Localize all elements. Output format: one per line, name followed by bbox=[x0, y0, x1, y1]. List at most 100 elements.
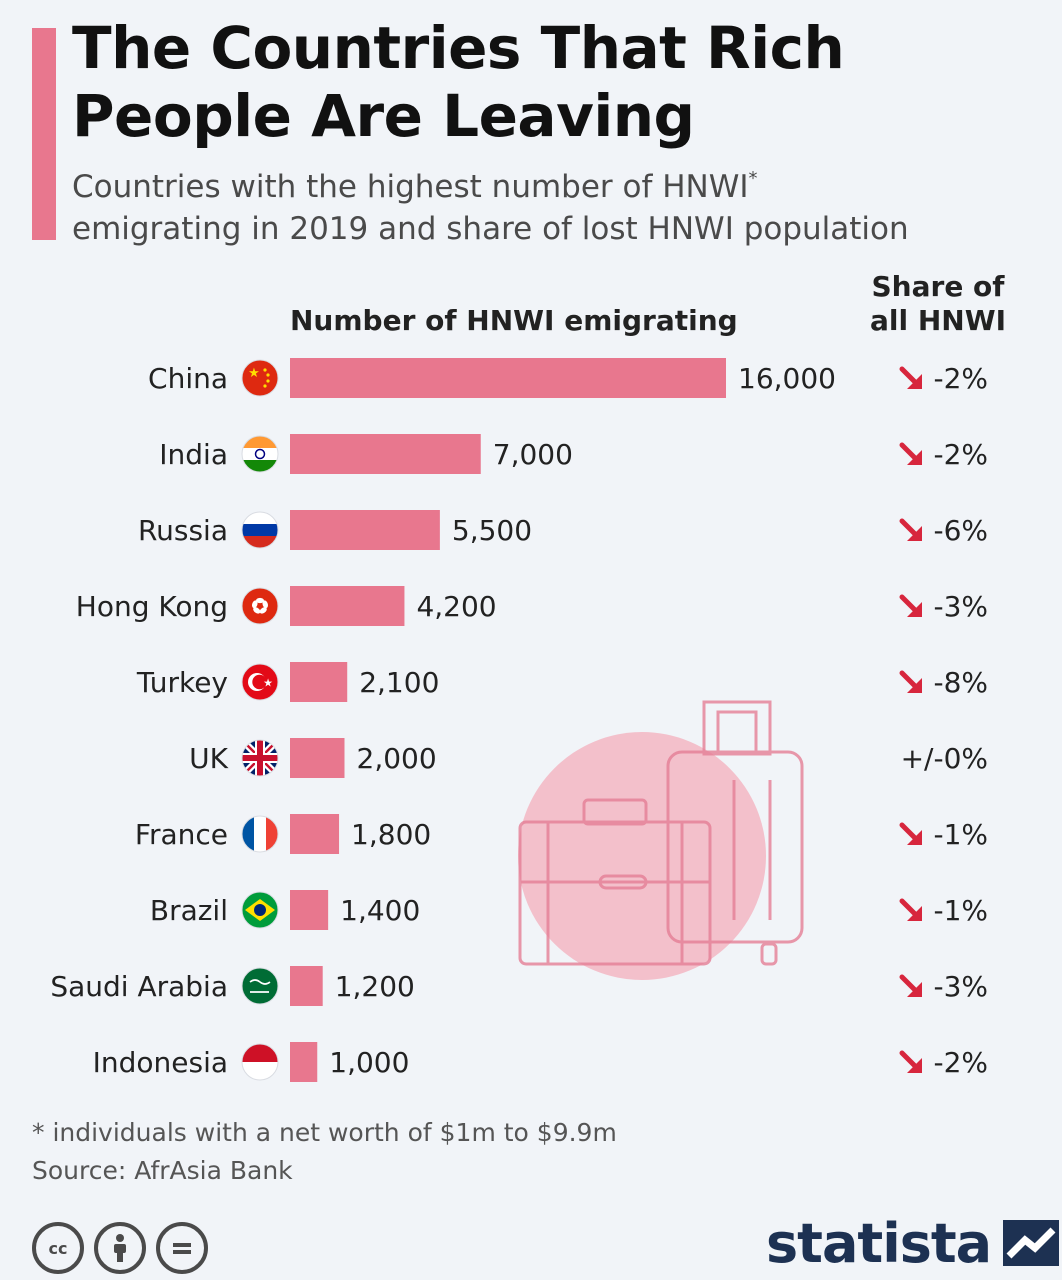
trend-down-arrowhead bbox=[907, 526, 922, 541]
category-label: Indonesia bbox=[93, 1046, 228, 1079]
category-label: Turkey bbox=[136, 666, 228, 699]
value-label: 1,800 bbox=[351, 818, 431, 851]
uk-flag-icon bbox=[241, 739, 279, 777]
bar bbox=[290, 434, 481, 474]
bar-row: Russia 5,500 -6% bbox=[138, 510, 988, 550]
category-label: China bbox=[148, 362, 228, 395]
trend-down-arrow-icon bbox=[899, 442, 919, 462]
china-flag-icon: ★ bbox=[241, 359, 279, 397]
share-label: -3% bbox=[933, 590, 988, 623]
subtitle-rest: emigrating in 2019 and share of lost HNW… bbox=[72, 211, 909, 247]
svg-text:★: ★ bbox=[263, 677, 273, 690]
value-label: 7,000 bbox=[493, 438, 573, 471]
creative-commons-icon[interactable]: cc bbox=[32, 1222, 84, 1274]
category-label: Russia bbox=[138, 514, 228, 547]
trend-down-arrow-icon bbox=[899, 822, 919, 842]
trend-down-arrowhead bbox=[907, 602, 922, 617]
share-label: -8% bbox=[933, 666, 988, 699]
share-label: -1% bbox=[933, 894, 988, 927]
category-label: Hong Kong bbox=[76, 590, 228, 623]
trend-down-arrow-icon bbox=[899, 670, 919, 690]
share-heading-line1: Share of bbox=[871, 270, 1005, 303]
share-label: -2% bbox=[933, 362, 988, 395]
value-label: 2,000 bbox=[357, 742, 437, 775]
bar-row: Turkey ★ 2,100 -8% bbox=[136, 662, 988, 702]
share-label: -2% bbox=[933, 1046, 988, 1079]
trend-down-arrow-icon bbox=[899, 594, 919, 614]
bar bbox=[290, 586, 405, 626]
bar-row: India 7,000 -2% bbox=[159, 434, 988, 474]
bar bbox=[290, 510, 440, 550]
bar bbox=[290, 966, 323, 1006]
trend-down-arrowhead bbox=[907, 1058, 922, 1073]
footnote: * individuals with a net worth of $1m to… bbox=[32, 1118, 617, 1147]
value-label: 5,500 bbox=[452, 514, 532, 547]
bar-row: Brazil 1,400 -1% bbox=[150, 890, 988, 930]
turkey-flag-icon: ★ bbox=[241, 663, 279, 701]
category-label: France bbox=[135, 818, 228, 851]
value-label: 1,000 bbox=[329, 1046, 409, 1079]
no-derivatives-icon[interactable] bbox=[156, 1222, 208, 1274]
value-label: 16,000 bbox=[738, 362, 836, 395]
trend-down-arrowhead bbox=[907, 830, 922, 845]
trend-down-arrowhead bbox=[907, 678, 922, 693]
statista-mark-icon bbox=[1003, 1220, 1060, 1266]
saudi-arabia-flag-icon bbox=[241, 967, 279, 1005]
bar bbox=[290, 738, 345, 778]
bars-column-heading: Number of HNWI emigrating bbox=[290, 304, 738, 337]
accent-bar bbox=[32, 28, 56, 240]
chart-title: The Countries That Rich People Are Leavi… bbox=[72, 14, 845, 150]
brand-name: statista bbox=[766, 1211, 992, 1275]
trend-down-arrow-icon bbox=[899, 974, 919, 994]
bar bbox=[290, 890, 329, 930]
trend-down-arrow-icon bbox=[899, 1050, 919, 1070]
france-flag-icon bbox=[241, 815, 279, 853]
value-label: 1,400 bbox=[340, 894, 420, 927]
statista-logo[interactable]: statista bbox=[766, 1211, 1060, 1275]
bar bbox=[290, 1042, 318, 1082]
trend-down-arrowhead bbox=[907, 982, 922, 997]
value-label: 2,100 bbox=[359, 666, 439, 699]
source-note: Source: AfrAsia Bank bbox=[32, 1156, 293, 1185]
category-label: Saudi Arabia bbox=[50, 970, 228, 1003]
share-label: -3% bbox=[933, 970, 988, 1003]
brazil-flag-icon bbox=[241, 891, 279, 929]
bar bbox=[290, 814, 340, 854]
category-label: Brazil bbox=[150, 894, 228, 927]
value-label: 1,200 bbox=[335, 970, 415, 1003]
svg-text:cc: cc bbox=[49, 1239, 68, 1258]
svg-text:★: ★ bbox=[248, 366, 260, 381]
share-column-heading: Share of all HNWI bbox=[840, 270, 1036, 338]
share-label: -1% bbox=[933, 818, 988, 851]
bar-chart: China ★ 16,000 -2% India 7,000 -2% Russia 5,500 -… bbox=[50, 358, 988, 1082]
trend-down-arrowhead bbox=[907, 906, 922, 921]
bar-row: Indonesia 1,000 -2% bbox=[93, 1042, 988, 1082]
hong-kong-flag-icon bbox=[241, 587, 279, 625]
category-label: UK bbox=[189, 742, 228, 775]
category-label: India bbox=[159, 438, 228, 471]
value-label: 4,200 bbox=[416, 590, 496, 623]
chart-subtitle: Countries with the highest number of HNW… bbox=[72, 166, 1032, 250]
trend-down-arrowhead bbox=[907, 374, 922, 389]
license-icons: cc bbox=[32, 1222, 208, 1274]
trend-down-arrow-icon bbox=[899, 366, 919, 386]
share-heading-line2: all HNWI bbox=[869, 304, 1006, 337]
bar-row: Saudi Arabia 1,200 -3% bbox=[50, 966, 988, 1006]
bars-layer: China ★ 16,000 -2% India 7,000 -2% Russia 5,500 -… bbox=[50, 358, 988, 1082]
india-flag-icon bbox=[241, 435, 279, 473]
bar-row: UK 2,000 +/-0% bbox=[189, 738, 988, 778]
subtitle-footnote-mark: * bbox=[748, 168, 758, 189]
subtitle-main: Countries with the highest number of HNW… bbox=[72, 169, 749, 205]
bar-row: France 1,800 -1% bbox=[135, 814, 988, 854]
trend-down-arrowhead bbox=[907, 450, 922, 465]
bar bbox=[290, 662, 348, 702]
bar-row: China ★ 16,000 -2% bbox=[148, 358, 988, 398]
attribution-icon[interactable] bbox=[94, 1222, 146, 1274]
share-label: -2% bbox=[933, 438, 988, 471]
bar bbox=[290, 358, 726, 398]
indonesia-flag-icon bbox=[241, 1043, 279, 1081]
luggage-illustration bbox=[518, 700, 804, 980]
share-label: -6% bbox=[933, 514, 988, 547]
share-label: +/-0% bbox=[901, 742, 988, 775]
trend-down-arrow-icon bbox=[899, 518, 919, 538]
